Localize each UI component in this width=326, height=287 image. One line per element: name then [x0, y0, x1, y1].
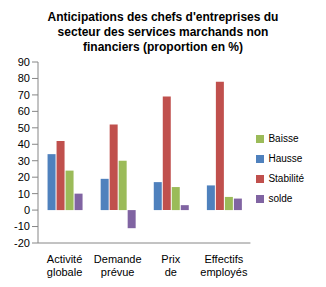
svg-text:Demandeprévue: Demandeprévue [94, 253, 142, 278]
svg-text:50: 50 [18, 122, 30, 134]
svg-text:-20: -20 [14, 237, 30, 249]
svg-text:30: 30 [18, 155, 30, 167]
svg-text:Prixdevente: Prixdevente [157, 253, 184, 279]
svg-text:Effectifsemployés: Effectifsemployés [200, 253, 248, 278]
html-text:Baisse: Baisse [268, 132, 299, 144]
svg-text:90: 90 [18, 58, 30, 68]
html-text:Anticipations des chefs d'entr: Anticipations des chefs d'entreprises du… [47, 10, 279, 54]
svg-text:10: 10 [18, 188, 30, 200]
svg-text:40: 40 [18, 138, 30, 150]
svg-text:70: 70 [18, 89, 30, 101]
svg-text:0: 0 [24, 204, 30, 216]
html-text:solde: solde [268, 192, 293, 204]
html-text:Stabilité: Stabilité [268, 172, 304, 184]
svg-text:60: 60 [18, 105, 30, 117]
svg-text:20: 20 [18, 171, 30, 183]
svg-text:-10: -10 [14, 220, 30, 232]
svg-text:80: 80 [18, 72, 30, 84]
html-text:Hausse: Hausse [268, 152, 303, 164]
svg-text:Activitéglobale: Activitéglobale [47, 253, 82, 278]
